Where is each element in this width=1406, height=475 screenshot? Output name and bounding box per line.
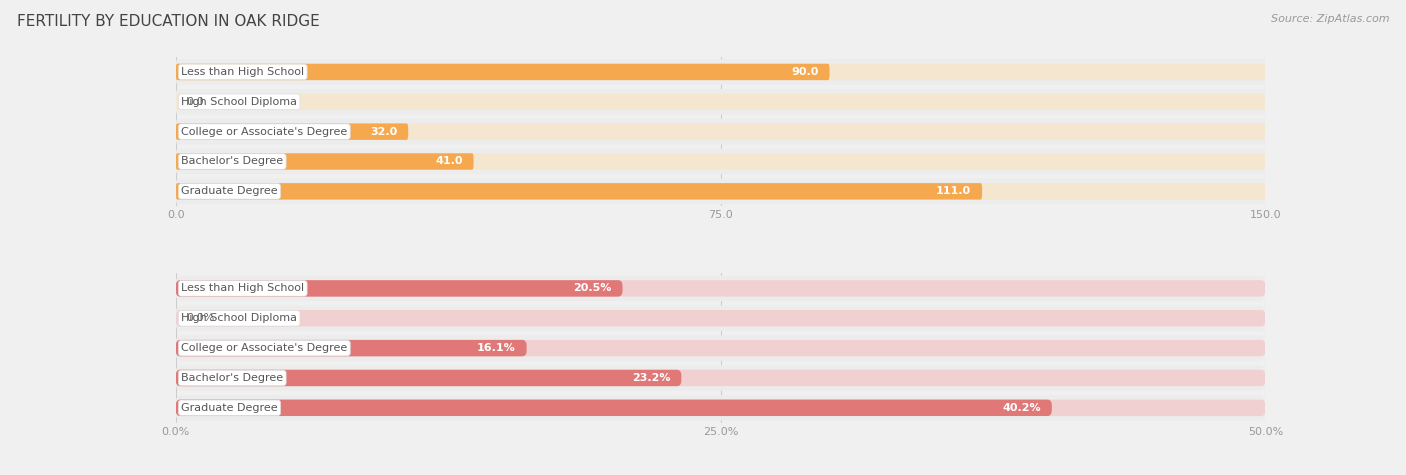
Text: Less than High School: Less than High School <box>181 284 304 294</box>
FancyBboxPatch shape <box>176 365 1265 390</box>
Text: 41.0: 41.0 <box>436 156 463 167</box>
FancyBboxPatch shape <box>176 59 1265 85</box>
FancyBboxPatch shape <box>176 64 830 80</box>
Text: College or Associate's Degree: College or Associate's Degree <box>181 127 347 137</box>
FancyBboxPatch shape <box>176 310 1265 326</box>
Text: College or Associate's Degree: College or Associate's Degree <box>181 343 347 353</box>
Text: Graduate Degree: Graduate Degree <box>181 186 278 196</box>
FancyBboxPatch shape <box>176 119 1265 144</box>
FancyBboxPatch shape <box>176 124 408 140</box>
Text: 111.0: 111.0 <box>936 186 972 196</box>
FancyBboxPatch shape <box>176 370 682 386</box>
Text: 20.5%: 20.5% <box>574 284 612 294</box>
Text: High School Diploma: High School Diploma <box>181 313 297 323</box>
FancyBboxPatch shape <box>176 399 1265 416</box>
Text: Bachelor's Degree: Bachelor's Degree <box>181 156 284 167</box>
Text: 90.0: 90.0 <box>792 67 818 77</box>
FancyBboxPatch shape <box>176 149 1265 174</box>
Text: 23.2%: 23.2% <box>631 373 671 383</box>
FancyBboxPatch shape <box>176 124 1265 140</box>
FancyBboxPatch shape <box>176 183 1265 199</box>
FancyBboxPatch shape <box>176 280 623 296</box>
Text: Less than High School: Less than High School <box>181 67 304 77</box>
FancyBboxPatch shape <box>176 179 1265 204</box>
Text: 32.0: 32.0 <box>370 127 398 137</box>
FancyBboxPatch shape <box>176 335 1265 361</box>
Text: 40.2%: 40.2% <box>1002 403 1040 413</box>
Text: 0.0: 0.0 <box>187 97 204 107</box>
FancyBboxPatch shape <box>176 94 1265 110</box>
FancyBboxPatch shape <box>176 340 1265 356</box>
FancyBboxPatch shape <box>176 370 1265 386</box>
FancyBboxPatch shape <box>176 340 527 356</box>
FancyBboxPatch shape <box>176 276 1265 301</box>
Text: Bachelor's Degree: Bachelor's Degree <box>181 373 284 383</box>
FancyBboxPatch shape <box>176 395 1265 420</box>
Text: High School Diploma: High School Diploma <box>181 97 297 107</box>
FancyBboxPatch shape <box>176 305 1265 331</box>
FancyBboxPatch shape <box>176 89 1265 114</box>
FancyBboxPatch shape <box>176 183 983 199</box>
Text: FERTILITY BY EDUCATION IN OAK RIDGE: FERTILITY BY EDUCATION IN OAK RIDGE <box>17 14 319 29</box>
Text: 16.1%: 16.1% <box>477 343 516 353</box>
Text: Source: ZipAtlas.com: Source: ZipAtlas.com <box>1271 14 1389 24</box>
Text: Graduate Degree: Graduate Degree <box>181 403 278 413</box>
FancyBboxPatch shape <box>176 280 1265 296</box>
Text: 0.0%: 0.0% <box>187 313 215 323</box>
FancyBboxPatch shape <box>176 399 1052 416</box>
FancyBboxPatch shape <box>176 153 1265 170</box>
FancyBboxPatch shape <box>176 64 1265 80</box>
FancyBboxPatch shape <box>176 153 474 170</box>
